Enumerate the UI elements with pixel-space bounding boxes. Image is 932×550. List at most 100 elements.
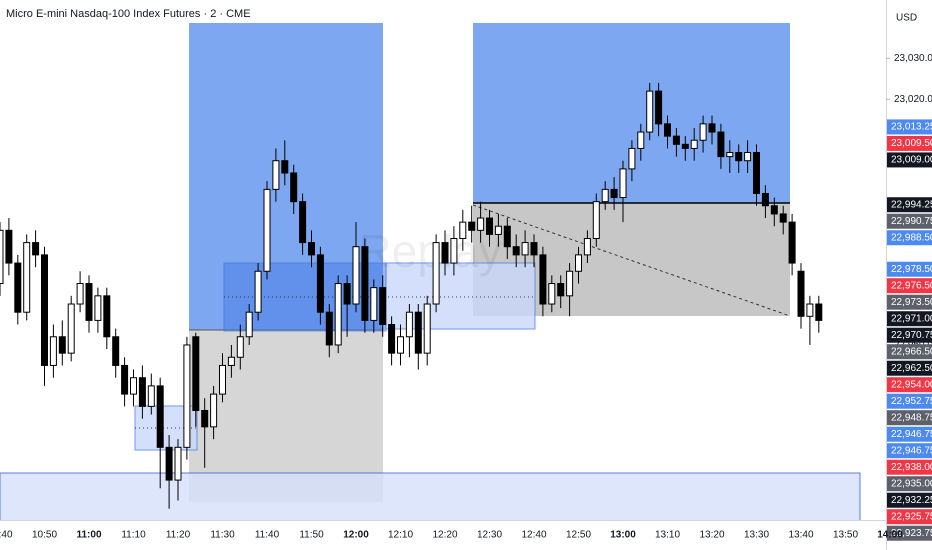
x-tick-label: 11:40	[255, 530, 280, 541]
candle-body	[219, 364, 226, 395]
candle-body	[664, 123, 671, 137]
x-tick-label: 13:50	[833, 530, 858, 541]
candle-body	[245, 311, 253, 338]
candle-body	[619, 168, 627, 199]
candle-body	[806, 303, 814, 317]
price-label-bg	[887, 426, 932, 442]
drawings: Replay	[0, 23, 861, 520]
candle-body	[316, 254, 324, 313]
x-tick-label: 14:00	[877, 530, 903, 541]
candle-body	[94, 295, 102, 321]
candle-body	[263, 188, 271, 272]
candle-body	[41, 254, 48, 366]
candle-body	[281, 160, 289, 174]
candle-body	[147, 385, 155, 407]
candle-body	[610, 188, 618, 199]
price-label: 22,954.00	[891, 379, 932, 390]
candle-body	[744, 152, 752, 162]
candle-body	[530, 242, 538, 256]
candle-body	[699, 123, 707, 141]
candle-body	[512, 246, 520, 256]
candle-body	[308, 242, 315, 256]
candle-body	[343, 283, 351, 305]
candle-body	[121, 364, 129, 395]
candle-body	[254, 270, 262, 313]
candle-body	[201, 409, 209, 428]
price-label-bg	[887, 344, 932, 360]
candle-body	[325, 311, 333, 346]
price-label: 23,009.00	[891, 155, 932, 166]
candle-body	[681, 143, 689, 149]
price-label: 22,952.75	[891, 396, 932, 407]
candle-body	[726, 152, 734, 158]
candle-body	[414, 311, 422, 354]
price-label-bg	[887, 135, 932, 151]
watermark: Replay	[358, 225, 501, 277]
x-tick-label: 11:10	[121, 530, 146, 541]
candle-body	[49, 336, 57, 366]
candle-body	[405, 311, 413, 338]
candle-body	[601, 188, 609, 203]
candle-body	[717, 131, 725, 158]
candle-body	[557, 283, 565, 297]
candle-body	[76, 283, 84, 305]
candle-body	[735, 152, 743, 162]
candle-body	[130, 377, 137, 395]
candle-body	[477, 217, 485, 231]
price-label-bg	[887, 278, 932, 294]
price-axis	[886, 0, 932, 520]
candle-body	[174, 446, 182, 481]
price-label-bg	[887, 213, 932, 229]
x-tick-label: 13:00	[610, 530, 636, 541]
price-label: 22,976.50	[891, 280, 932, 291]
price-label-bg	[887, 327, 932, 343]
price-label-bg	[887, 492, 932, 508]
candle-body	[103, 295, 111, 338]
price-label: 22,948.75	[891, 412, 932, 423]
price-label-bg	[887, 294, 932, 310]
price-label-bg	[887, 261, 932, 277]
candle-body	[708, 123, 716, 133]
x-tick-label: 12:10	[388, 530, 413, 541]
price-label-bg	[887, 230, 932, 246]
candle-body	[236, 336, 244, 358]
y-tick-label: 23,030.00	[894, 53, 932, 64]
x-tick-label: 11:20	[166, 530, 191, 541]
candle-body	[32, 242, 40, 256]
y-tick-label: 23,020.00	[894, 94, 932, 105]
price-label-bg	[887, 509, 932, 525]
candle-body	[672, 135, 680, 145]
candle-body	[486, 217, 493, 235]
price-label: 22,966.50	[891, 346, 932, 357]
price-label: 23,013.25	[891, 122, 932, 133]
candle-body	[583, 238, 591, 256]
price-label: 22,946.75	[891, 429, 932, 440]
x-tick-label: 12:00	[343, 530, 369, 541]
candle-body	[192, 336, 200, 411]
price-label-bg	[887, 410, 932, 426]
price-label: 22,923.75	[891, 528, 932, 539]
candle-body	[521, 242, 529, 256]
candle-body	[227, 356, 235, 366]
candle-body	[156, 385, 164, 448]
candle-body	[788, 221, 796, 264]
candle-body	[210, 393, 218, 428]
price-label-bg	[887, 459, 932, 475]
price-label-bg	[887, 197, 932, 213]
candle-body	[334, 283, 342, 346]
price-label: 22,946.75	[891, 445, 932, 456]
candle-body	[397, 336, 404, 354]
candle-body	[388, 323, 396, 354]
price-label-bg	[887, 476, 932, 492]
x-tick-label: 13:10	[655, 530, 680, 541]
candle-body	[67, 303, 75, 354]
price-label: 22,938.00	[891, 462, 932, 473]
candle-body	[165, 446, 173, 481]
candle-body	[539, 254, 547, 305]
price-label: 22,925.75	[891, 511, 932, 522]
price-label: 22,962.50	[891, 363, 932, 374]
x-tick-label: 12:30	[477, 530, 502, 541]
price-label-bg	[887, 360, 932, 376]
candle-body	[646, 90, 654, 133]
